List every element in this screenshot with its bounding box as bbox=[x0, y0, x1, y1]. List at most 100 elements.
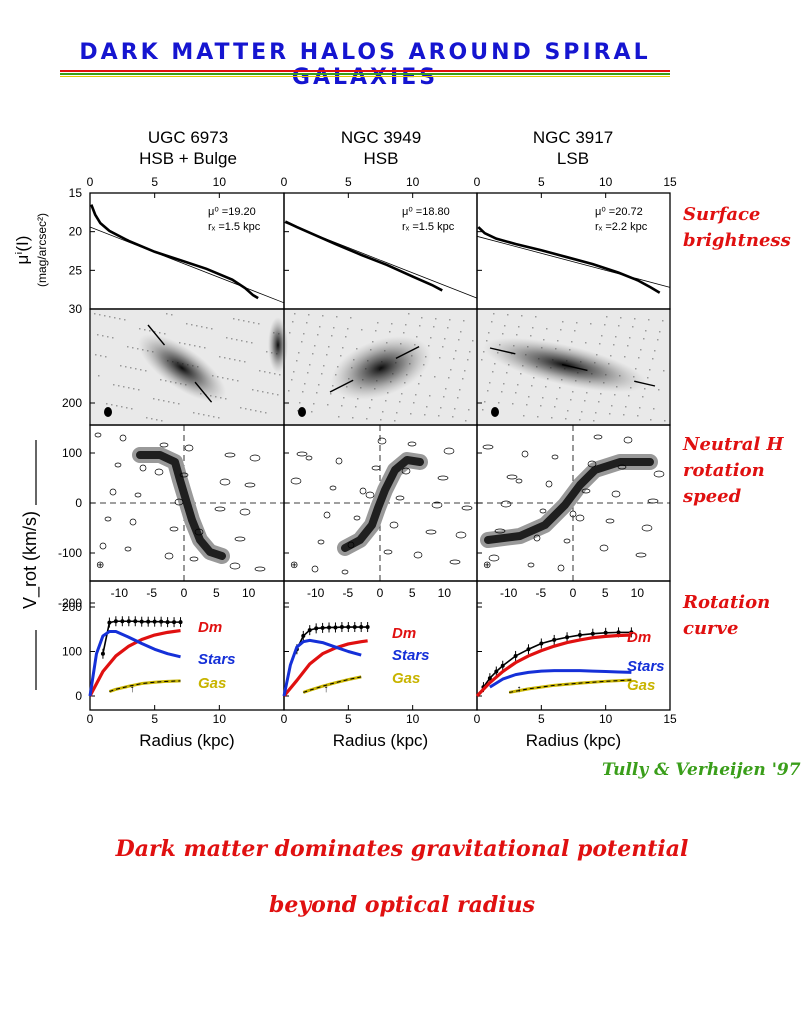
hi-noise-contour bbox=[353, 515, 361, 521]
image-noise bbox=[340, 355, 342, 357]
image-noise bbox=[430, 337, 432, 339]
sb-fit-line bbox=[476, 235, 671, 288]
image-noise bbox=[318, 384, 320, 386]
image-noise bbox=[326, 354, 328, 356]
image-noise bbox=[321, 373, 323, 375]
image-noise bbox=[620, 317, 622, 319]
image-noise bbox=[628, 395, 630, 397]
hi-noise-contour bbox=[623, 436, 633, 444]
image-noise bbox=[341, 405, 343, 407]
image-noise bbox=[551, 417, 553, 419]
image-noise bbox=[654, 350, 656, 352]
rc-point bbox=[577, 633, 582, 638]
image-noise bbox=[124, 319, 126, 321]
hi-noise-contour bbox=[154, 468, 164, 476]
rc-xtick-label: 0 bbox=[87, 712, 94, 726]
hi-xtick-label: 5 bbox=[213, 586, 220, 600]
image-noise bbox=[146, 417, 148, 419]
rc-series-gas bbox=[508, 678, 632, 694]
rc-xtick-label: 5 bbox=[345, 712, 352, 726]
rc-point bbox=[359, 625, 364, 630]
image-noise bbox=[434, 376, 436, 378]
top-tick-label: 10 bbox=[213, 175, 227, 189]
image-noise bbox=[599, 343, 601, 345]
rc-xtick-label: 5 bbox=[151, 712, 158, 726]
image-noise bbox=[545, 386, 547, 388]
hi-noise-contour bbox=[179, 472, 189, 478]
image-noise bbox=[145, 370, 147, 372]
image-noise bbox=[530, 335, 532, 337]
hi-noise-contour bbox=[641, 524, 653, 532]
image-noise bbox=[449, 319, 451, 321]
image-noise bbox=[611, 405, 613, 407]
rc-series-dm bbox=[282, 639, 368, 698]
image-noise bbox=[648, 319, 650, 321]
col-header-2: NGC 3949 HSB bbox=[286, 127, 476, 169]
image-noise bbox=[100, 355, 102, 357]
rc-point bbox=[159, 619, 164, 624]
image-noise bbox=[322, 315, 324, 317]
hi-noise-contour bbox=[617, 464, 627, 470]
image-noise bbox=[297, 410, 299, 412]
image-noise bbox=[450, 369, 452, 371]
rc-point bbox=[552, 637, 557, 642]
image-noise bbox=[567, 410, 569, 412]
rc-point bbox=[307, 628, 312, 633]
hi-noise-contour bbox=[494, 528, 506, 534]
image-noise bbox=[481, 359, 483, 361]
rc-point bbox=[146, 619, 151, 624]
image-noise bbox=[405, 324, 407, 326]
neighbor-galaxy bbox=[268, 317, 288, 373]
top-tick-label: 5 bbox=[151, 175, 158, 189]
image-noise bbox=[250, 409, 252, 411]
image-noise bbox=[135, 368, 137, 370]
image-noise bbox=[237, 380, 239, 382]
image-noise bbox=[257, 390, 259, 392]
rc-optical-radius-arrow: ↑ bbox=[130, 684, 135, 695]
image-noise bbox=[171, 314, 173, 316]
image-noise bbox=[289, 332, 291, 334]
image-noise bbox=[535, 316, 537, 318]
image-noise bbox=[533, 377, 535, 379]
image-noise bbox=[645, 330, 647, 332]
image-noise bbox=[164, 333, 166, 335]
image-noise bbox=[492, 371, 494, 373]
hi-noise-contour bbox=[335, 457, 343, 465]
credit-text: Tully & Verheijen '97 bbox=[602, 760, 801, 780]
image-noise bbox=[504, 325, 506, 327]
rc-gas-dashes bbox=[303, 676, 362, 693]
hi-xtick-label: -10 bbox=[307, 586, 325, 600]
image-noise bbox=[218, 417, 220, 419]
image-noise bbox=[126, 407, 128, 409]
image-noise bbox=[515, 392, 517, 394]
rc-label-dm: Dm bbox=[392, 625, 416, 642]
rc-point bbox=[616, 630, 621, 635]
image-noise bbox=[232, 379, 234, 381]
image-noise bbox=[459, 389, 461, 391]
image-noise bbox=[258, 323, 260, 325]
image-noise bbox=[312, 353, 314, 355]
image-noise bbox=[643, 338, 645, 340]
image-noise bbox=[306, 322, 308, 324]
rc-series-gas bbox=[108, 679, 181, 693]
image-noise bbox=[512, 403, 514, 405]
hi-noise-contour bbox=[455, 531, 467, 539]
image-noise bbox=[644, 388, 646, 390]
image-noise bbox=[570, 399, 572, 401]
image-noise bbox=[586, 392, 588, 394]
image-noise bbox=[234, 359, 236, 361]
hi-xtick-label: 10 bbox=[242, 586, 256, 600]
rc-series-stars bbox=[88, 629, 181, 697]
image-noise bbox=[294, 313, 296, 315]
image-noise bbox=[528, 396, 530, 398]
hi-noise-contour bbox=[169, 526, 179, 532]
hi-xtick-label: -5 bbox=[146, 586, 157, 600]
sb-ylabel: μⁱ(I) bbox=[13, 236, 32, 265]
hi-resolution-marker: ⊕ bbox=[96, 560, 104, 571]
image-noise bbox=[104, 315, 106, 317]
image-noise bbox=[231, 338, 233, 340]
image-noise bbox=[160, 379, 162, 381]
image-noise bbox=[279, 374, 281, 376]
hi-noise-contour bbox=[124, 546, 132, 552]
